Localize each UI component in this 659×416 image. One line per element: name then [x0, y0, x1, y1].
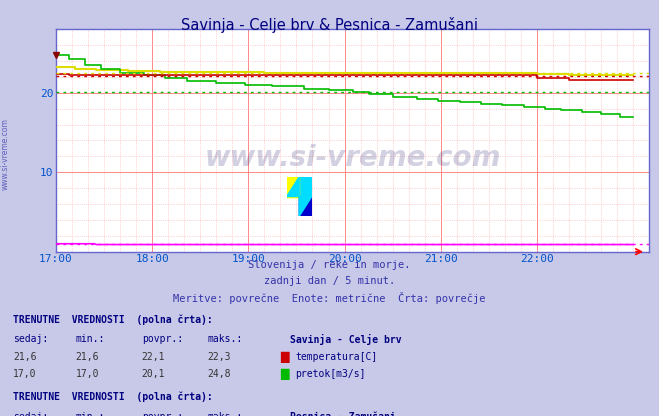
Polygon shape — [287, 177, 299, 197]
Text: Savinja - Celje brv & Pesnica - Zamušani: Savinja - Celje brv & Pesnica - Zamušani — [181, 17, 478, 33]
Text: min.:: min.: — [76, 412, 105, 416]
Text: 21,6: 21,6 — [76, 352, 100, 362]
Text: Meritve: povrečne  Enote: metrične  Črta: povrečje: Meritve: povrečne Enote: metrične Črta: … — [173, 292, 486, 304]
Text: pretok[m3/s]: pretok[m3/s] — [295, 369, 366, 379]
Text: Pesnica - Zamušani: Pesnica - Zamušani — [290, 412, 395, 416]
Text: █: █ — [280, 369, 289, 380]
Text: maks.:: maks.: — [208, 334, 243, 344]
Text: █: █ — [280, 352, 289, 363]
Bar — [299, 177, 312, 197]
Bar — [299, 197, 312, 216]
Text: Slovenija / reke in morje.: Slovenija / reke in morje. — [248, 260, 411, 270]
Text: 20,1: 20,1 — [142, 369, 165, 379]
Polygon shape — [299, 197, 312, 216]
Polygon shape — [299, 197, 312, 216]
Bar — [287, 177, 299, 197]
Text: 22,3: 22,3 — [208, 352, 231, 362]
Text: 17,0: 17,0 — [13, 369, 37, 379]
Text: Savinja - Celje brv: Savinja - Celje brv — [290, 334, 401, 345]
Text: sedaj:: sedaj: — [13, 412, 48, 416]
Text: zadnji dan / 5 minut.: zadnji dan / 5 minut. — [264, 276, 395, 286]
Text: povpr.:: povpr.: — [142, 412, 183, 416]
Text: 24,8: 24,8 — [208, 369, 231, 379]
Text: temperatura[C]: temperatura[C] — [295, 352, 378, 362]
Text: www.si-vreme.com: www.si-vreme.com — [204, 144, 501, 172]
Text: TRENUTNE  VREDNOSTI  (polna črta):: TRENUTNE VREDNOSTI (polna črta): — [13, 314, 213, 324]
Text: TRENUTNE  VREDNOSTI  (polna črta):: TRENUTNE VREDNOSTI (polna črta): — [13, 392, 213, 402]
Text: 22,1: 22,1 — [142, 352, 165, 362]
Text: 21,6: 21,6 — [13, 352, 37, 362]
Text: www.si-vreme.com: www.si-vreme.com — [1, 118, 10, 190]
Text: povpr.:: povpr.: — [142, 334, 183, 344]
Text: min.:: min.: — [76, 334, 105, 344]
Text: sedaj:: sedaj: — [13, 334, 48, 344]
Polygon shape — [287, 177, 299, 197]
Text: maks.:: maks.: — [208, 412, 243, 416]
Text: 17,0: 17,0 — [76, 369, 100, 379]
